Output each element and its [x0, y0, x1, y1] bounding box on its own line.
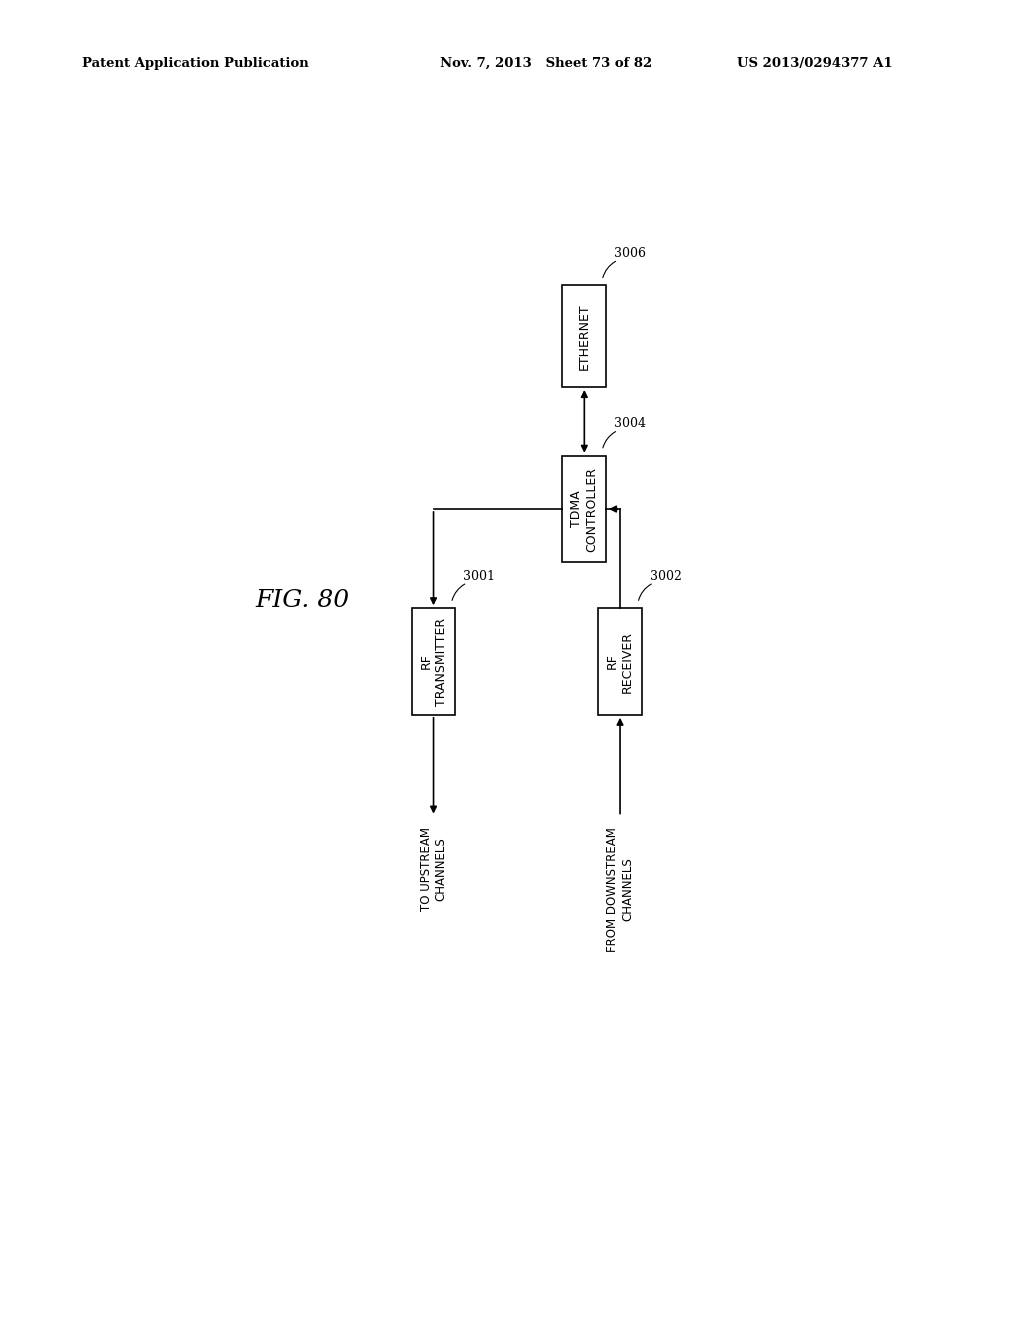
Text: Nov. 7, 2013   Sheet 73 of 82: Nov. 7, 2013 Sheet 73 of 82 [440, 57, 652, 70]
Text: FROM DOWNSTREAM
CHANNELS: FROM DOWNSTREAM CHANNELS [606, 826, 634, 952]
Text: 3002: 3002 [650, 570, 682, 582]
Bar [598, 609, 642, 715]
Text: 3004: 3004 [614, 417, 646, 430]
Bar [562, 455, 606, 562]
Text: RF
TRANSMITTER: RF TRANSMITTER [420, 618, 447, 706]
Text: TDMA
CONTROLLER: TDMA CONTROLLER [570, 466, 598, 552]
Bar [412, 609, 456, 715]
Text: RF
RECEIVER: RF RECEIVER [606, 631, 634, 693]
Text: ETHERNET: ETHERNET [578, 304, 591, 370]
Text: 3001: 3001 [463, 570, 496, 582]
Text: FIG. 80: FIG. 80 [256, 589, 349, 612]
Text: US 2013/0294377 A1: US 2013/0294377 A1 [737, 57, 893, 70]
Bar [562, 285, 606, 387]
Text: TO UPSTREAM
CHANNELS: TO UPSTREAM CHANNELS [420, 826, 447, 911]
Text: Patent Application Publication: Patent Application Publication [82, 57, 308, 70]
Text: 3006: 3006 [614, 247, 646, 260]
